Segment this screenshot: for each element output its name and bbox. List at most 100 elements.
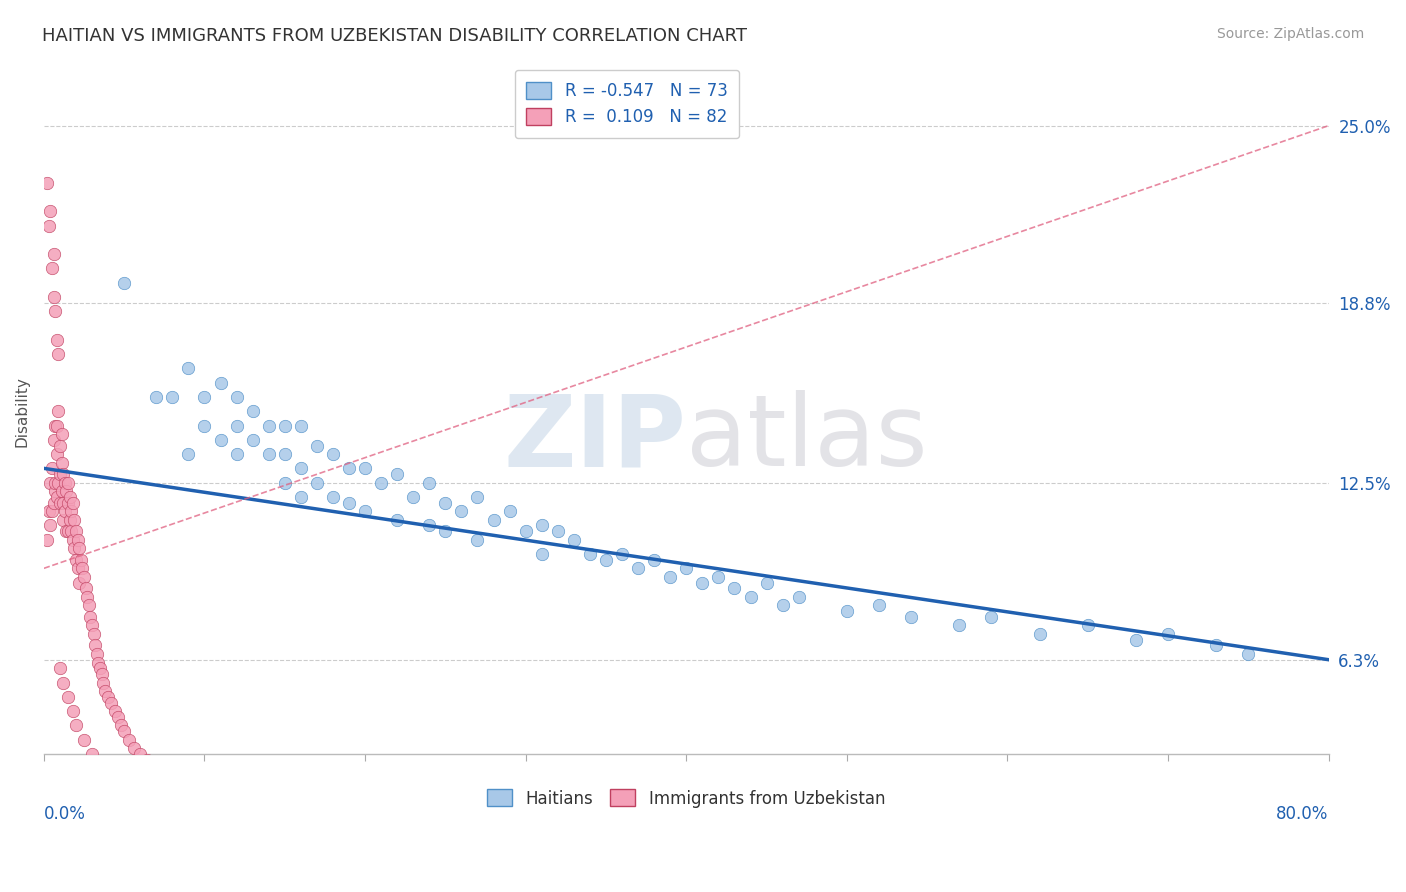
Point: [170, 796, 193, 810]
Point: [107, 710, 129, 724]
Point: [100, 696, 122, 710]
Point: [562, 533, 585, 547]
Point: [52, 675, 75, 690]
Point: [91, 675, 114, 690]
Point: [39, 475, 62, 490]
Point: [257, 418, 280, 433]
Point: [52, 513, 75, 527]
Point: [180, 813, 202, 827]
Point: [51, 427, 73, 442]
Point: [73, 570, 96, 584]
Point: [900, 610, 922, 624]
Point: [242, 433, 264, 447]
Point: [67, 541, 90, 556]
Point: [55, 524, 77, 539]
Point: [129, 747, 152, 761]
Point: [42, 290, 65, 304]
Point: [467, 533, 489, 547]
Point: [354, 461, 377, 475]
Point: [434, 524, 457, 539]
Point: [322, 447, 344, 461]
Point: [62, 533, 84, 547]
Point: [35, 176, 58, 190]
Legend: Haitians, Immigrants from Uzbekistan: Haitians, Immigrants from Uzbekistan: [481, 782, 891, 814]
Point: [94, 684, 117, 698]
Point: [387, 467, 409, 481]
Point: [77, 599, 100, 613]
Point: [1077, 618, 1099, 632]
Point: [305, 438, 328, 452]
Point: [66, 533, 89, 547]
Point: [627, 561, 650, 575]
Point: [97, 690, 120, 704]
Point: [65, 524, 87, 539]
Point: [387, 513, 409, 527]
Point: [707, 570, 730, 584]
Point: [89, 761, 111, 775]
Point: [39, 204, 62, 219]
Point: [145, 390, 167, 404]
Point: [66, 561, 89, 575]
Point: [274, 475, 297, 490]
Point: [45, 418, 67, 433]
Point: [354, 504, 377, 518]
Point: [515, 524, 537, 539]
Point: [112, 724, 135, 739]
Point: [155, 775, 177, 789]
Point: [49, 438, 72, 452]
Point: [835, 604, 858, 618]
Point: [45, 490, 67, 504]
Point: [434, 495, 457, 509]
Point: [174, 804, 197, 818]
Point: [112, 276, 135, 290]
Point: [547, 524, 569, 539]
Point: [110, 718, 132, 732]
Point: [274, 418, 297, 433]
Point: [42, 495, 65, 509]
Point: [49, 467, 72, 481]
Point: [112, 781, 135, 796]
Point: [868, 599, 890, 613]
Point: [135, 753, 157, 767]
Point: [225, 390, 247, 404]
Point: [166, 789, 188, 804]
Point: [530, 518, 553, 533]
Point: [129, 789, 152, 804]
Point: [87, 656, 110, 670]
Point: [80, 747, 103, 761]
Point: [418, 518, 440, 533]
Text: HAITIAN VS IMMIGRANTS FROM UZBEKISTAN DISABILITY CORRELATION CHART: HAITIAN VS IMMIGRANTS FROM UZBEKISTAN DI…: [42, 27, 747, 45]
Point: [118, 732, 141, 747]
Point: [177, 810, 200, 824]
Point: [42, 247, 65, 261]
Point: [60, 524, 83, 539]
Point: [498, 504, 520, 518]
Point: [772, 599, 794, 613]
Point: [76, 590, 98, 604]
Point: [45, 333, 67, 347]
Point: [83, 627, 105, 641]
Point: [162, 390, 184, 404]
Point: [90, 667, 112, 681]
Point: [42, 433, 65, 447]
Point: [72, 561, 94, 575]
Point: [579, 547, 602, 561]
Point: [56, 524, 79, 539]
Point: [63, 513, 86, 527]
Point: [787, 590, 810, 604]
Point: [290, 461, 312, 475]
Point: [610, 547, 633, 561]
Point: [274, 447, 297, 461]
Point: [84, 639, 107, 653]
Point: [290, 490, 312, 504]
Point: [69, 553, 91, 567]
Point: [209, 376, 232, 390]
Text: Source: ZipAtlas.com: Source: ZipAtlas.com: [1216, 27, 1364, 41]
Point: [1028, 627, 1050, 641]
Point: [44, 475, 66, 490]
Point: [145, 804, 167, 818]
Point: [49, 495, 72, 509]
Point: [44, 484, 66, 499]
Point: [450, 504, 472, 518]
Point: [103, 704, 125, 718]
